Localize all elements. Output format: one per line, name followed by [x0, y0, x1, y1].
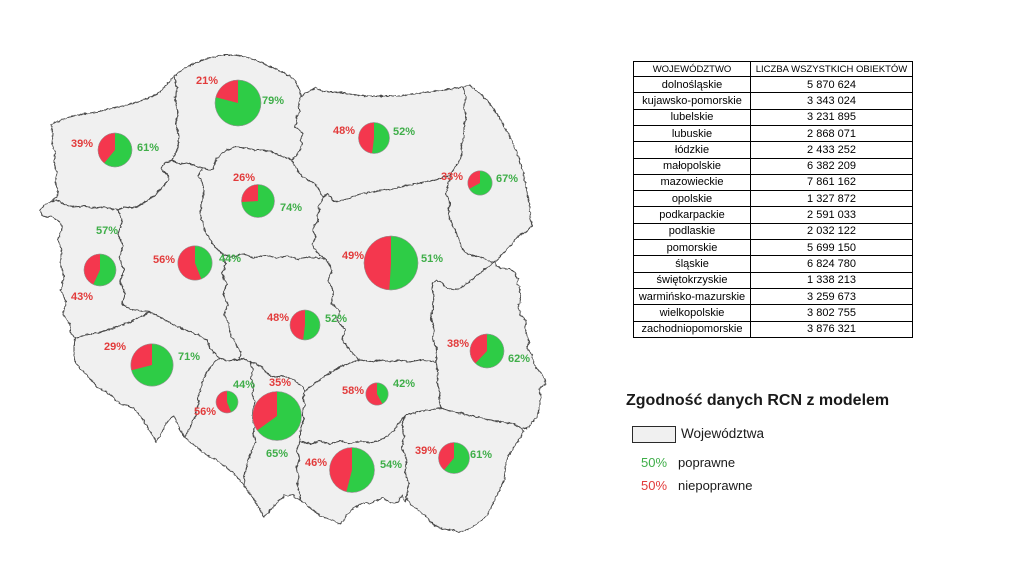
svg-text:26%: 26%	[233, 172, 255, 184]
svg-text:44%: 44%	[233, 379, 255, 391]
svg-text:33%: 33%	[441, 171, 463, 183]
svg-text:67%: 67%	[496, 173, 518, 185]
svg-text:44%: 44%	[219, 253, 241, 265]
svg-text:39%: 39%	[415, 445, 437, 457]
svg-text:61%: 61%	[470, 449, 492, 461]
svg-text:52%: 52%	[393, 126, 415, 138]
svg-text:74%: 74%	[280, 202, 302, 214]
svg-text:62%: 62%	[508, 353, 530, 365]
svg-text:35%: 35%	[269, 377, 291, 389]
svg-text:79%: 79%	[262, 95, 284, 107]
svg-text:21%: 21%	[196, 75, 218, 87]
svg-text:49%: 49%	[342, 250, 364, 262]
svg-text:42%: 42%	[393, 378, 415, 390]
svg-text:52%: 52%	[325, 313, 347, 325]
svg-text:48%: 48%	[267, 312, 289, 324]
svg-text:48%: 48%	[333, 125, 355, 137]
svg-text:46%: 46%	[305, 457, 327, 469]
svg-text:56%: 56%	[194, 406, 216, 418]
svg-text:61%: 61%	[137, 142, 159, 154]
svg-text:39%: 39%	[71, 138, 93, 150]
svg-text:38%: 38%	[447, 338, 469, 350]
svg-text:29%: 29%	[104, 341, 126, 353]
svg-text:51%: 51%	[421, 253, 443, 265]
svg-text:71%: 71%	[178, 351, 200, 363]
svg-text:43%: 43%	[71, 291, 93, 303]
svg-text:65%: 65%	[266, 448, 288, 460]
svg-text:54%: 54%	[380, 459, 402, 471]
svg-text:56%: 56%	[153, 254, 175, 266]
svg-text:57%: 57%	[96, 225, 118, 237]
svg-text:58%: 58%	[342, 385, 364, 397]
